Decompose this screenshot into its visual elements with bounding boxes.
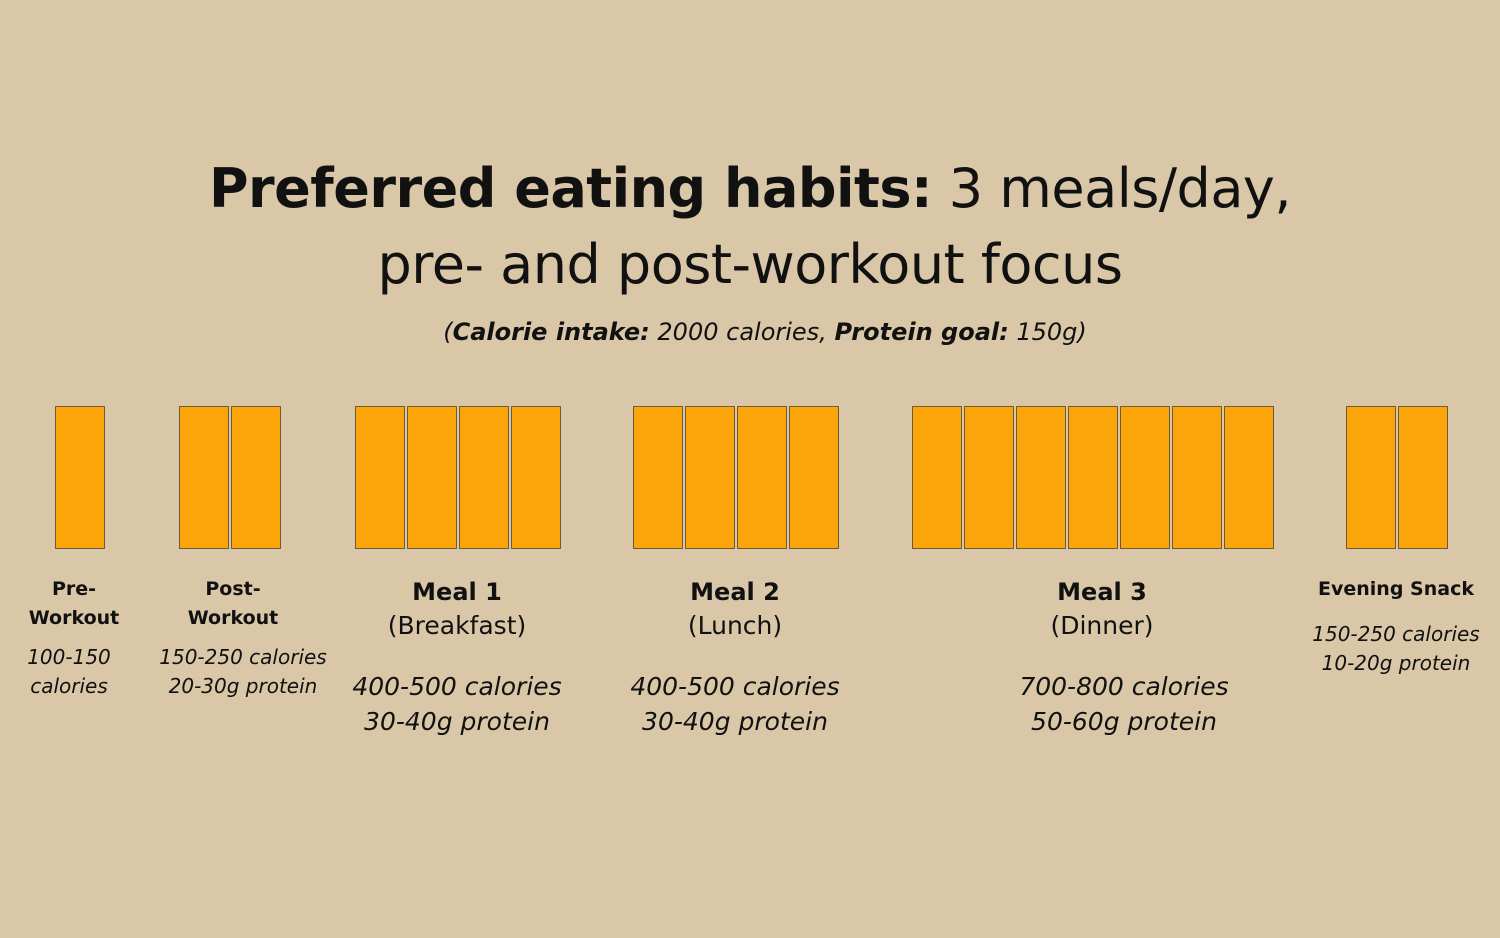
meal-2-sub: (Lunch): [687, 611, 783, 640]
meal-3-portion-block: [1068, 406, 1118, 549]
post-workout-name: Post- Workout: [187, 578, 279, 629]
meal-2-blocks: [633, 406, 839, 551]
pre-workout-blocks: [55, 406, 105, 551]
subtitle-close: ): [1077, 318, 1087, 346]
calorie-value: 2000 calories,: [649, 318, 835, 346]
meal-2-info: 400-500 calories 30-40g protein: [630, 672, 840, 736]
calorie-label: Calorie intake:: [452, 318, 650, 346]
title-bold: Preferred eating habits:: [208, 157, 933, 220]
meal-1-portion-block: [355, 406, 405, 549]
meal-3-label: Meal 3 (Dinner) 700-800 calories 50-60g …: [982, 575, 1228, 739]
evening-snack-info: 150-250 calories 10-20g protein: [1312, 622, 1480, 675]
meal-1-sub: (Breakfast): [387, 611, 527, 640]
meal-3-blocks: [912, 406, 1274, 551]
meal-3-portion-block: [964, 406, 1014, 549]
title-rest: 3 meals/day,: [932, 157, 1292, 220]
pre-workout-name: Pre- Workout: [28, 578, 120, 629]
meal-3-info: 700-800 calories 50-60g protein: [1019, 672, 1229, 736]
pre-workout-portion-block: [55, 406, 105, 549]
meal-2-portion-block: [633, 406, 683, 549]
post-workout-info: 150-250 calories 20-30g protein: [159, 645, 327, 698]
page-title-line-1: Preferred eating habits: 3 meals/day,: [0, 152, 1500, 226]
meal-3-portion-block: [1120, 406, 1170, 549]
meal-1-info: 400-500 calories 30-40g protein: [352, 672, 562, 736]
evening-snack-portion-block: [1398, 406, 1448, 549]
meal-3-portion-block: [1016, 406, 1066, 549]
meal-1-portion-block: [511, 406, 561, 549]
evening-snack-blocks: [1346, 406, 1448, 551]
evening-snack-portion-block: [1346, 406, 1396, 549]
post-workout-blocks: [179, 406, 281, 551]
protein-label: Protein goal:: [834, 318, 1009, 346]
meal-2-name: Meal 2: [690, 578, 780, 606]
meal-3-name: Meal 3: [1057, 578, 1147, 606]
post-workout-portion-block: [231, 406, 281, 549]
meal-1-portion-block: [459, 406, 509, 549]
protein-value: 150g: [1008, 318, 1078, 346]
meal-3-sub: (Dinner): [1050, 611, 1154, 640]
page-title-line-2: pre- and post-workout focus: [377, 233, 1123, 296]
post-workout-label: Post- Workout 150-250 calories 20-30g pr…: [143, 575, 343, 701]
meal-2-label: Meal 2 (Lunch) 400-500 calories 30-40g p…: [615, 575, 855, 739]
meal-2-portion-block: [789, 406, 839, 549]
subtitle-open: (: [443, 318, 453, 346]
meal-3-portion-block: [1224, 406, 1274, 549]
evening-snack-name: Evening Snack: [1318, 578, 1474, 600]
pre-workout-label: Pre- Workout 100-150 calories: [14, 575, 134, 701]
meal-3-portion-block: [1172, 406, 1222, 549]
evening-snack-label: Evening Snack 150-250 calories 10-20g pr…: [1296, 575, 1496, 678]
pre-workout-info: 100-150 calories: [27, 645, 111, 698]
meal-3-portion-block: [912, 406, 962, 549]
meal-2-portion-block: [737, 406, 787, 549]
meal-2-portion-block: [685, 406, 735, 549]
meal-1-blocks: [355, 406, 561, 551]
meal-1-label: Meal 1 (Breakfast) 400-500 calories 30-4…: [337, 575, 577, 739]
daily-goals-subtitle: (Calorie intake: 2000 calories, Protein …: [0, 314, 1500, 350]
meal-1-portion-block: [407, 406, 457, 549]
meal-1-name: Meal 1: [412, 578, 502, 606]
post-workout-portion-block: [179, 406, 229, 549]
